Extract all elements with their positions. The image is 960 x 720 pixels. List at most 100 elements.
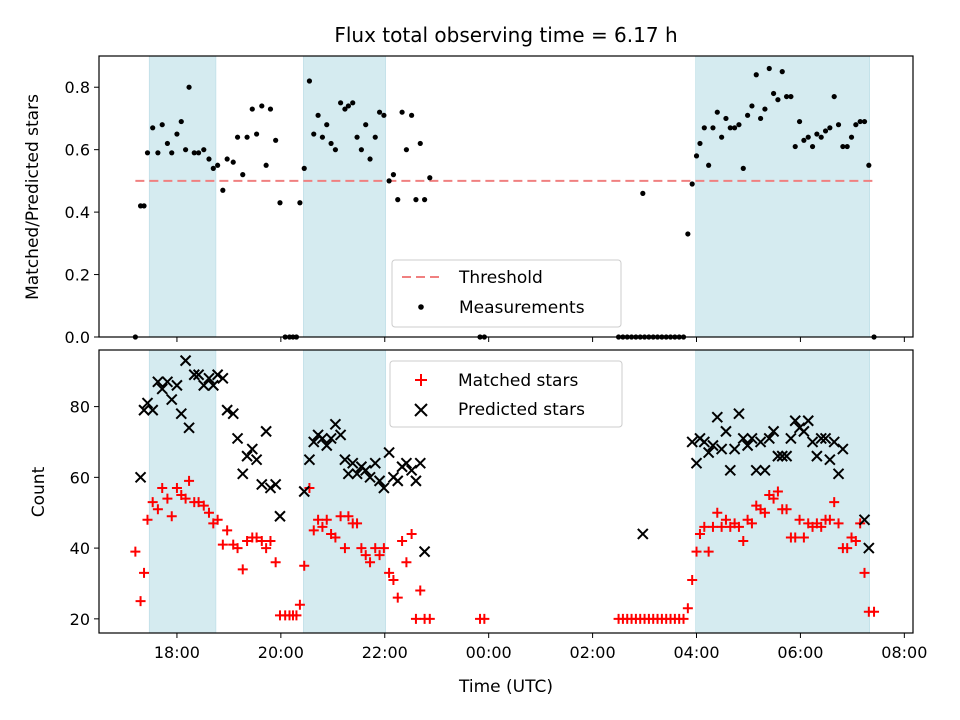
- bottom-shaded-intervals: [148, 349, 871, 634]
- matched-star-marker: [816, 521, 827, 532]
- predicted-star-marker: [339, 453, 351, 466]
- predicted-star-marker: [410, 475, 422, 487]
- measurement-point: [230, 159, 236, 165]
- matched-star-marker: [339, 543, 350, 554]
- matched-star-marker: [842, 543, 853, 554]
- predicted-star-marker: [237, 468, 249, 480]
- matched-star-marker: [317, 521, 328, 532]
- predicted-star-marker: [728, 443, 741, 455]
- predicted-star-marker: [183, 422, 195, 434]
- predicted-star-marker: [211, 369, 224, 381]
- measurement-point: [342, 106, 348, 112]
- measurement-point: [714, 109, 720, 115]
- predicted-star-marker: [141, 397, 154, 409]
- observing-interval-shade: [148, 349, 217, 634]
- measurement-point: [693, 153, 700, 159]
- matched-star-marker: [251, 532, 262, 543]
- matched-star-marker: [304, 482, 315, 493]
- measurement-point: [234, 134, 241, 140]
- measurement-point: [861, 118, 868, 125]
- matched-star-marker: [356, 543, 367, 554]
- matched-star-marker: [139, 567, 150, 578]
- predicted-star-marker: [754, 436, 767, 448]
- predicted-star-marker: [759, 464, 771, 476]
- legend-measurements-label: Measurements: [459, 298, 585, 318]
- predicted-star-marker: [269, 478, 282, 491]
- matched-star-marker: [203, 507, 214, 518]
- matched-star-marker: [270, 557, 281, 568]
- measurement-point: [297, 200, 303, 206]
- predicted-star-marker: [152, 376, 164, 388]
- bottom-y-axis-label: Count: [29, 466, 49, 517]
- measurement-point: [182, 147, 189, 153]
- measurement-point: [814, 131, 820, 137]
- matched-star-marker: [678, 613, 689, 624]
- measurement-point: [844, 143, 850, 150]
- measurement-point: [386, 178, 392, 184]
- measurement-point: [301, 165, 307, 171]
- matched-star-marker: [388, 574, 399, 585]
- matched-star-marker: [829, 497, 840, 508]
- matched-star-marker: [193, 497, 204, 508]
- matched-star-marker: [694, 528, 705, 539]
- matched-star-marker: [682, 603, 693, 614]
- y-tick-label: 80: [70, 398, 90, 417]
- measurement-point: [178, 118, 184, 125]
- matched-star-marker: [237, 564, 248, 575]
- matched-star-marker: [687, 574, 698, 585]
- measurement-point: [372, 134, 378, 140]
- top-axes-frame: [98, 55, 914, 338]
- measurement-point: [788, 93, 794, 100]
- predicted-star-marker: [815, 432, 827, 445]
- matched-star-marker: [733, 521, 744, 532]
- bottom-axes-frame: [98, 349, 914, 634]
- measurement-point: [358, 147, 364, 153]
- matched-star-marker: [824, 514, 835, 525]
- predicted-star-marker: [146, 404, 159, 416]
- predicted-star-marker: [772, 450, 784, 462]
- matched-star-marker: [406, 528, 417, 539]
- predicted-star-marker: [715, 443, 728, 455]
- matched-star-marker: [794, 514, 805, 525]
- predicted-star-marker: [811, 450, 823, 462]
- matched-star-marker: [256, 536, 267, 547]
- measurement-point: [186, 84, 192, 90]
- predicted-star-marker: [192, 369, 205, 381]
- top-panel: 0.00.20.40.60.8 Matched/Predicted stars …: [23, 55, 914, 347]
- predicted-star-marker: [308, 436, 320, 448]
- matched-star-marker: [217, 539, 228, 550]
- measurement-point: [697, 140, 703, 147]
- predicted-star-marker: [802, 415, 814, 427]
- predicted-star-marker: [690, 457, 703, 469]
- measurement-point: [710, 125, 716, 131]
- bottom-y-ticks: 20 40 60 80: [70, 398, 99, 629]
- measurement-point: [144, 150, 151, 156]
- matched-star-marker: [184, 475, 195, 486]
- predicted-star-marker: [837, 443, 849, 455]
- predicted-star-marker: [329, 418, 342, 430]
- predicted-star-points: [134, 354, 875, 558]
- predicted-star-marker: [767, 425, 780, 438]
- measurement-point: [413, 197, 419, 203]
- measurement-point: [328, 140, 334, 147]
- predicted-star-marker: [373, 475, 386, 487]
- predicted-star-marker: [171, 379, 183, 392]
- matched-star-marker: [343, 511, 354, 522]
- matched-star-marker: [261, 543, 272, 554]
- bottom-panel: 20 40 60 80 18:00 20:00 22:00 00:00 02:00 04:00 0…: [29, 349, 927, 697]
- measurement-point: [770, 90, 777, 97]
- predicted-star-marker: [863, 542, 875, 554]
- measurement-point: [350, 100, 356, 106]
- measurement-point: [273, 137, 279, 143]
- measurement-point: [685, 231, 691, 237]
- predicted-star-marker: [188, 369, 200, 381]
- matched-star-marker: [410, 613, 421, 624]
- y-tick-label: 0.2: [65, 266, 90, 285]
- measurement-point: [367, 156, 373, 162]
- predicted-star-marker: [776, 450, 788, 462]
- matched-star-marker: [294, 599, 305, 610]
- measurement-point: [240, 172, 246, 178]
- predicted-star-marker: [378, 482, 390, 494]
- measurement-point: [267, 106, 274, 112]
- predicted-star-marker: [637, 528, 649, 540]
